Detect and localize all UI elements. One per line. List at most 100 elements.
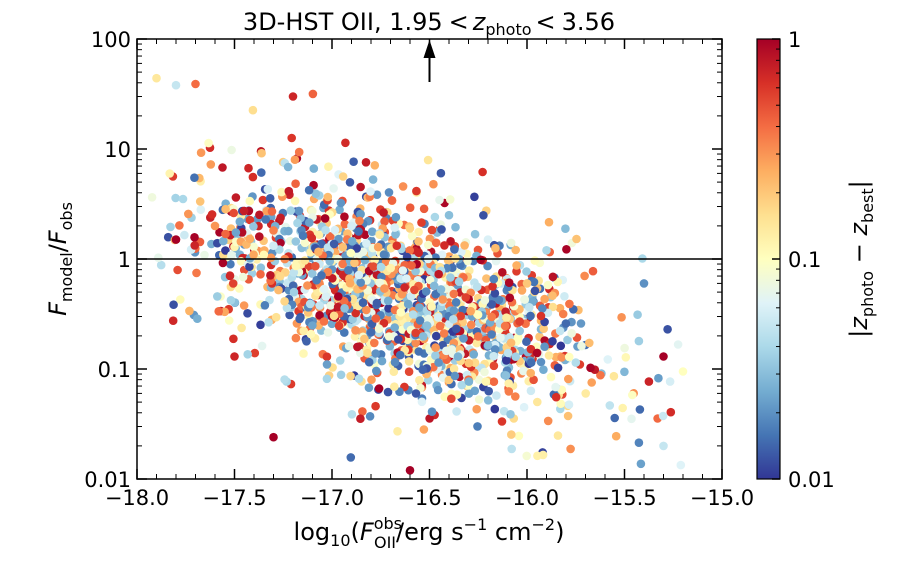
scatter-point — [354, 270, 364, 280]
scatter-point — [526, 311, 535, 321]
scatter-point — [408, 310, 418, 319]
scatter-point — [190, 173, 199, 182]
scatter-point — [498, 268, 507, 277]
y-tick-label: 1 — [118, 248, 131, 272]
scatter-point — [173, 265, 182, 275]
scatter-point — [452, 407, 461, 416]
colorbar-tick-label: 0.01 — [788, 468, 835, 492]
scatter-point — [451, 222, 460, 232]
scatter-point — [218, 258, 228, 268]
scatter-point — [561, 319, 571, 328]
scatter-point — [544, 351, 554, 360]
scatter-point — [280, 297, 289, 306]
scatter-point — [290, 196, 300, 206]
scatter-point — [464, 389, 474, 398]
scatter-point — [376, 262, 386, 272]
scatter-point — [473, 332, 483, 341]
scatter-point — [464, 358, 474, 368]
scatter-point — [393, 427, 402, 436]
scatter-point — [410, 285, 419, 295]
scatter-point — [291, 333, 301, 343]
scatter-point — [169, 300, 178, 310]
scatter-point — [514, 431, 524, 441]
scatter-point — [283, 162, 293, 172]
scatter-point — [484, 386, 494, 396]
scatter-point — [308, 321, 317, 330]
scatter-point — [384, 332, 394, 341]
scatter-point — [392, 241, 402, 250]
scatter-point — [480, 367, 489, 377]
scatter-point — [323, 192, 333, 202]
scatter-point — [532, 348, 542, 358]
scatter-point — [303, 281, 312, 290]
scatter-point — [488, 282, 497, 291]
scatter-point — [350, 258, 359, 268]
scatter-point — [609, 371, 619, 381]
scatter-point — [294, 147, 304, 157]
scatter-point — [377, 356, 387, 366]
scatter-point — [333, 302, 343, 312]
scatter-point — [249, 242, 258, 252]
scatter-point — [561, 224, 570, 233]
scatter-point — [384, 188, 394, 197]
scatter-point — [511, 352, 520, 362]
scatter-point — [168, 316, 178, 326]
scatter-point — [417, 397, 427, 407]
scatter-point — [347, 237, 357, 246]
scatter-point — [230, 352, 239, 361]
scatter-point — [553, 431, 563, 440]
scatter-point — [354, 374, 364, 384]
scatter-point — [415, 316, 425, 325]
scatter-point — [256, 263, 266, 273]
scatter-point — [207, 210, 217, 219]
scatter-point — [363, 348, 372, 358]
scatter-point — [165, 169, 174, 178]
scatter-point — [259, 250, 269, 260]
scatter-point — [427, 407, 437, 417]
scatter-point — [291, 261, 301, 271]
scatter-point — [321, 292, 331, 301]
scatter-point — [457, 380, 467, 390]
scatter-point — [204, 138, 213, 148]
scatter-point — [192, 268, 201, 278]
scatter-point — [249, 222, 258, 231]
scatter-point — [298, 231, 308, 240]
scatter-point — [446, 237, 455, 246]
scatter-point — [373, 242, 383, 252]
scatter-point — [367, 227, 377, 236]
scatter-point — [538, 304, 547, 313]
scatter-point — [405, 203, 415, 212]
scatter-point — [526, 358, 536, 367]
scatter-point — [548, 291, 557, 301]
scatter-point — [269, 226, 278, 235]
scatter-point — [163, 232, 173, 242]
scatter-point — [371, 314, 381, 323]
scatter-point — [245, 215, 255, 225]
scatter-point — [269, 432, 278, 442]
scatter-point — [250, 348, 260, 358]
scatter-point — [449, 289, 459, 299]
scatter-point — [422, 321, 432, 330]
scatter-point — [263, 184, 273, 194]
scatter-point — [479, 211, 488, 220]
scatter-point — [548, 302, 558, 312]
scatter-point — [564, 374, 573, 384]
scatter-point — [320, 214, 330, 223]
scatter-point — [353, 342, 362, 352]
scatter-point — [497, 417, 507, 426]
scatter-point — [282, 303, 292, 313]
scatter-point — [290, 155, 300, 164]
scatter-point — [576, 319, 586, 328]
scatter-point — [483, 261, 492, 271]
scatter-point — [444, 210, 454, 220]
scatter-point — [435, 195, 444, 205]
scatter-point — [530, 256, 540, 265]
scatter-point — [427, 225, 437, 235]
scatter-point — [489, 274, 499, 284]
scatter-point — [175, 221, 184, 230]
scatter-point — [326, 232, 335, 241]
scatter-point — [483, 341, 493, 350]
scatter-point — [334, 292, 343, 301]
scatter-point — [504, 379, 513, 388]
y-tick-label: 0.01 — [84, 468, 131, 492]
